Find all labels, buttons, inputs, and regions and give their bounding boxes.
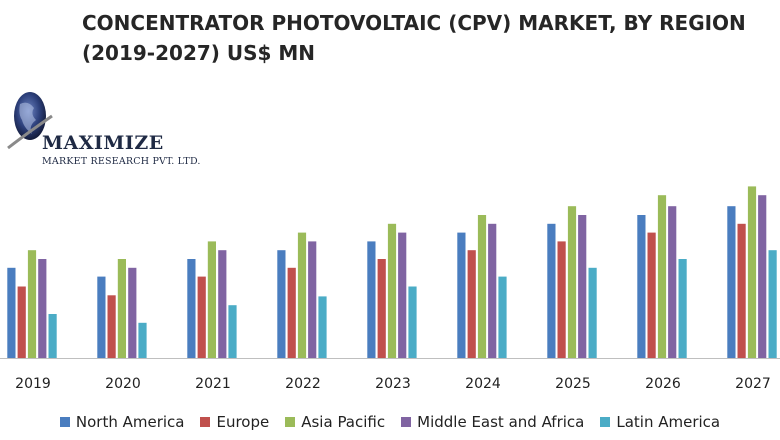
bar-middle-east-and-africa-2023 <box>398 232 407 358</box>
x-tick-label-2025: 2025 <box>555 376 591 392</box>
x-tick-label-2027: 2027 <box>735 376 771 392</box>
chart-title-line-1: CONCENTRATOR PHOTOVOLTAIC (CPV) MARKET, … <box>82 11 746 35</box>
bar-middle-east-and-africa-2022 <box>308 241 317 358</box>
bar-asia-pacific-2020 <box>117 259 126 358</box>
legend-label: North America <box>75 413 185 431</box>
bar-latin-america-2020 <box>138 322 147 358</box>
bar-asia-pacific-2019 <box>27 250 37 358</box>
x-tick-label-2023: 2023 <box>375 376 411 392</box>
bar-north-america-2023 <box>367 241 376 358</box>
legend-item-latin-america: Latin America <box>600 413 720 431</box>
x-tick-label-2021: 2021 <box>195 376 231 392</box>
bar-latin-america-2023 <box>408 286 417 358</box>
legend-swatch <box>600 417 611 427</box>
bar-latin-america-2027 <box>768 250 777 358</box>
bar-north-america-2027 <box>727 206 736 358</box>
bar-asia-pacific-2026 <box>657 195 667 358</box>
legend-swatch <box>401 417 412 427</box>
x-tick-label-2026: 2026 <box>645 376 681 392</box>
x-tick-label-2020: 2020 <box>105 376 141 392</box>
bar-north-america-2026 <box>637 215 646 358</box>
bar-middle-east-and-africa-2027 <box>758 195 767 358</box>
bar-asia-pacific-2023 <box>387 223 397 358</box>
bar-middle-east-and-africa-2020 <box>128 267 137 358</box>
logo-name: MAXIMIZE <box>42 132 164 154</box>
bar-latin-america-2021 <box>228 305 237 358</box>
bar-latin-america-2025 <box>588 267 597 358</box>
bar-europe-2025 <box>557 241 566 358</box>
company-logo: MAXIMIZE MARKET RESEARCH PVT. LTD. <box>6 90 206 180</box>
legend-item-middle-east-and-africa: Middle East and Africa <box>401 413 584 431</box>
globe-logo-icon <box>7 92 53 150</box>
bar-europe-2020 <box>107 295 116 358</box>
legend-swatch <box>200 417 211 427</box>
bar-europe-2022 <box>287 267 296 358</box>
legend-label: Asia Pacific <box>301 413 386 431</box>
chart-legend: North America Europe Asia Pacific Middle Ea… <box>0 408 780 436</box>
bar-latin-america-2026 <box>678 259 687 358</box>
bar-europe-2026 <box>647 232 656 358</box>
bar-asia-pacific-2021 <box>207 241 216 358</box>
bar-europe-2021 <box>197 276 206 358</box>
logo-subtitle: MARKET RESEARCH PVT. LTD. <box>42 156 201 167</box>
bar-asia-pacific-2025 <box>567 206 577 358</box>
bar-north-america-2020 <box>97 276 106 358</box>
bar-latin-america-2019 <box>48 314 57 358</box>
bar-latin-america-2024 <box>498 276 507 358</box>
bar-middle-east-and-africa-2019 <box>38 259 47 358</box>
bar-europe-2027 <box>737 223 746 358</box>
bar-europe-2019 <box>17 286 26 358</box>
x-tick-label-2022: 2022 <box>285 376 321 392</box>
legend-label: Middle East and Africa <box>417 413 585 431</box>
bar-middle-east-and-africa-2025 <box>578 215 587 358</box>
bar-middle-east-and-africa-2026 <box>668 206 677 358</box>
legend-item-asia-pacific: Asia Pacific <box>285 413 385 431</box>
bar-north-america-2022 <box>277 250 286 358</box>
legend-swatch <box>59 417 70 427</box>
chart-title-line-2: (2019-2027) US$ MN <box>82 41 316 65</box>
bar-chart: 2019 2020 2021 2022 2023 2024 2025 2026 2027 <box>0 186 780 392</box>
bar-north-america-2019 <box>7 267 16 358</box>
bar-north-america-2024 <box>457 232 466 358</box>
bar-middle-east-and-africa-2021 <box>218 250 227 358</box>
legend-label: Latin America <box>616 413 721 431</box>
bar-latin-america-2022 <box>318 296 327 358</box>
bar-europe-2023 <box>377 259 386 358</box>
chart-title: CONCENTRATOR PHOTOVOLTAIC (CPV) MARKET, … <box>82 8 772 68</box>
x-tick-label-2019: 2019 <box>15 376 51 392</box>
bar-middle-east-and-africa-2024 <box>488 223 497 358</box>
bar-asia-pacific-2024 <box>477 215 487 358</box>
x-tick-label-2024: 2024 <box>465 376 501 392</box>
bar-europe-2024 <box>467 250 476 358</box>
legend-label: Europe <box>216 413 270 431</box>
bar-asia-pacific-2027 <box>747 186 757 358</box>
bar-asia-pacific-2022 <box>297 232 307 358</box>
legend-item-north-america: North America <box>59 413 185 431</box>
legend-swatch <box>285 417 296 427</box>
bar-north-america-2025 <box>547 223 556 358</box>
bar-north-america-2021 <box>187 259 196 358</box>
legend-item-europe: Europe <box>200 413 269 431</box>
